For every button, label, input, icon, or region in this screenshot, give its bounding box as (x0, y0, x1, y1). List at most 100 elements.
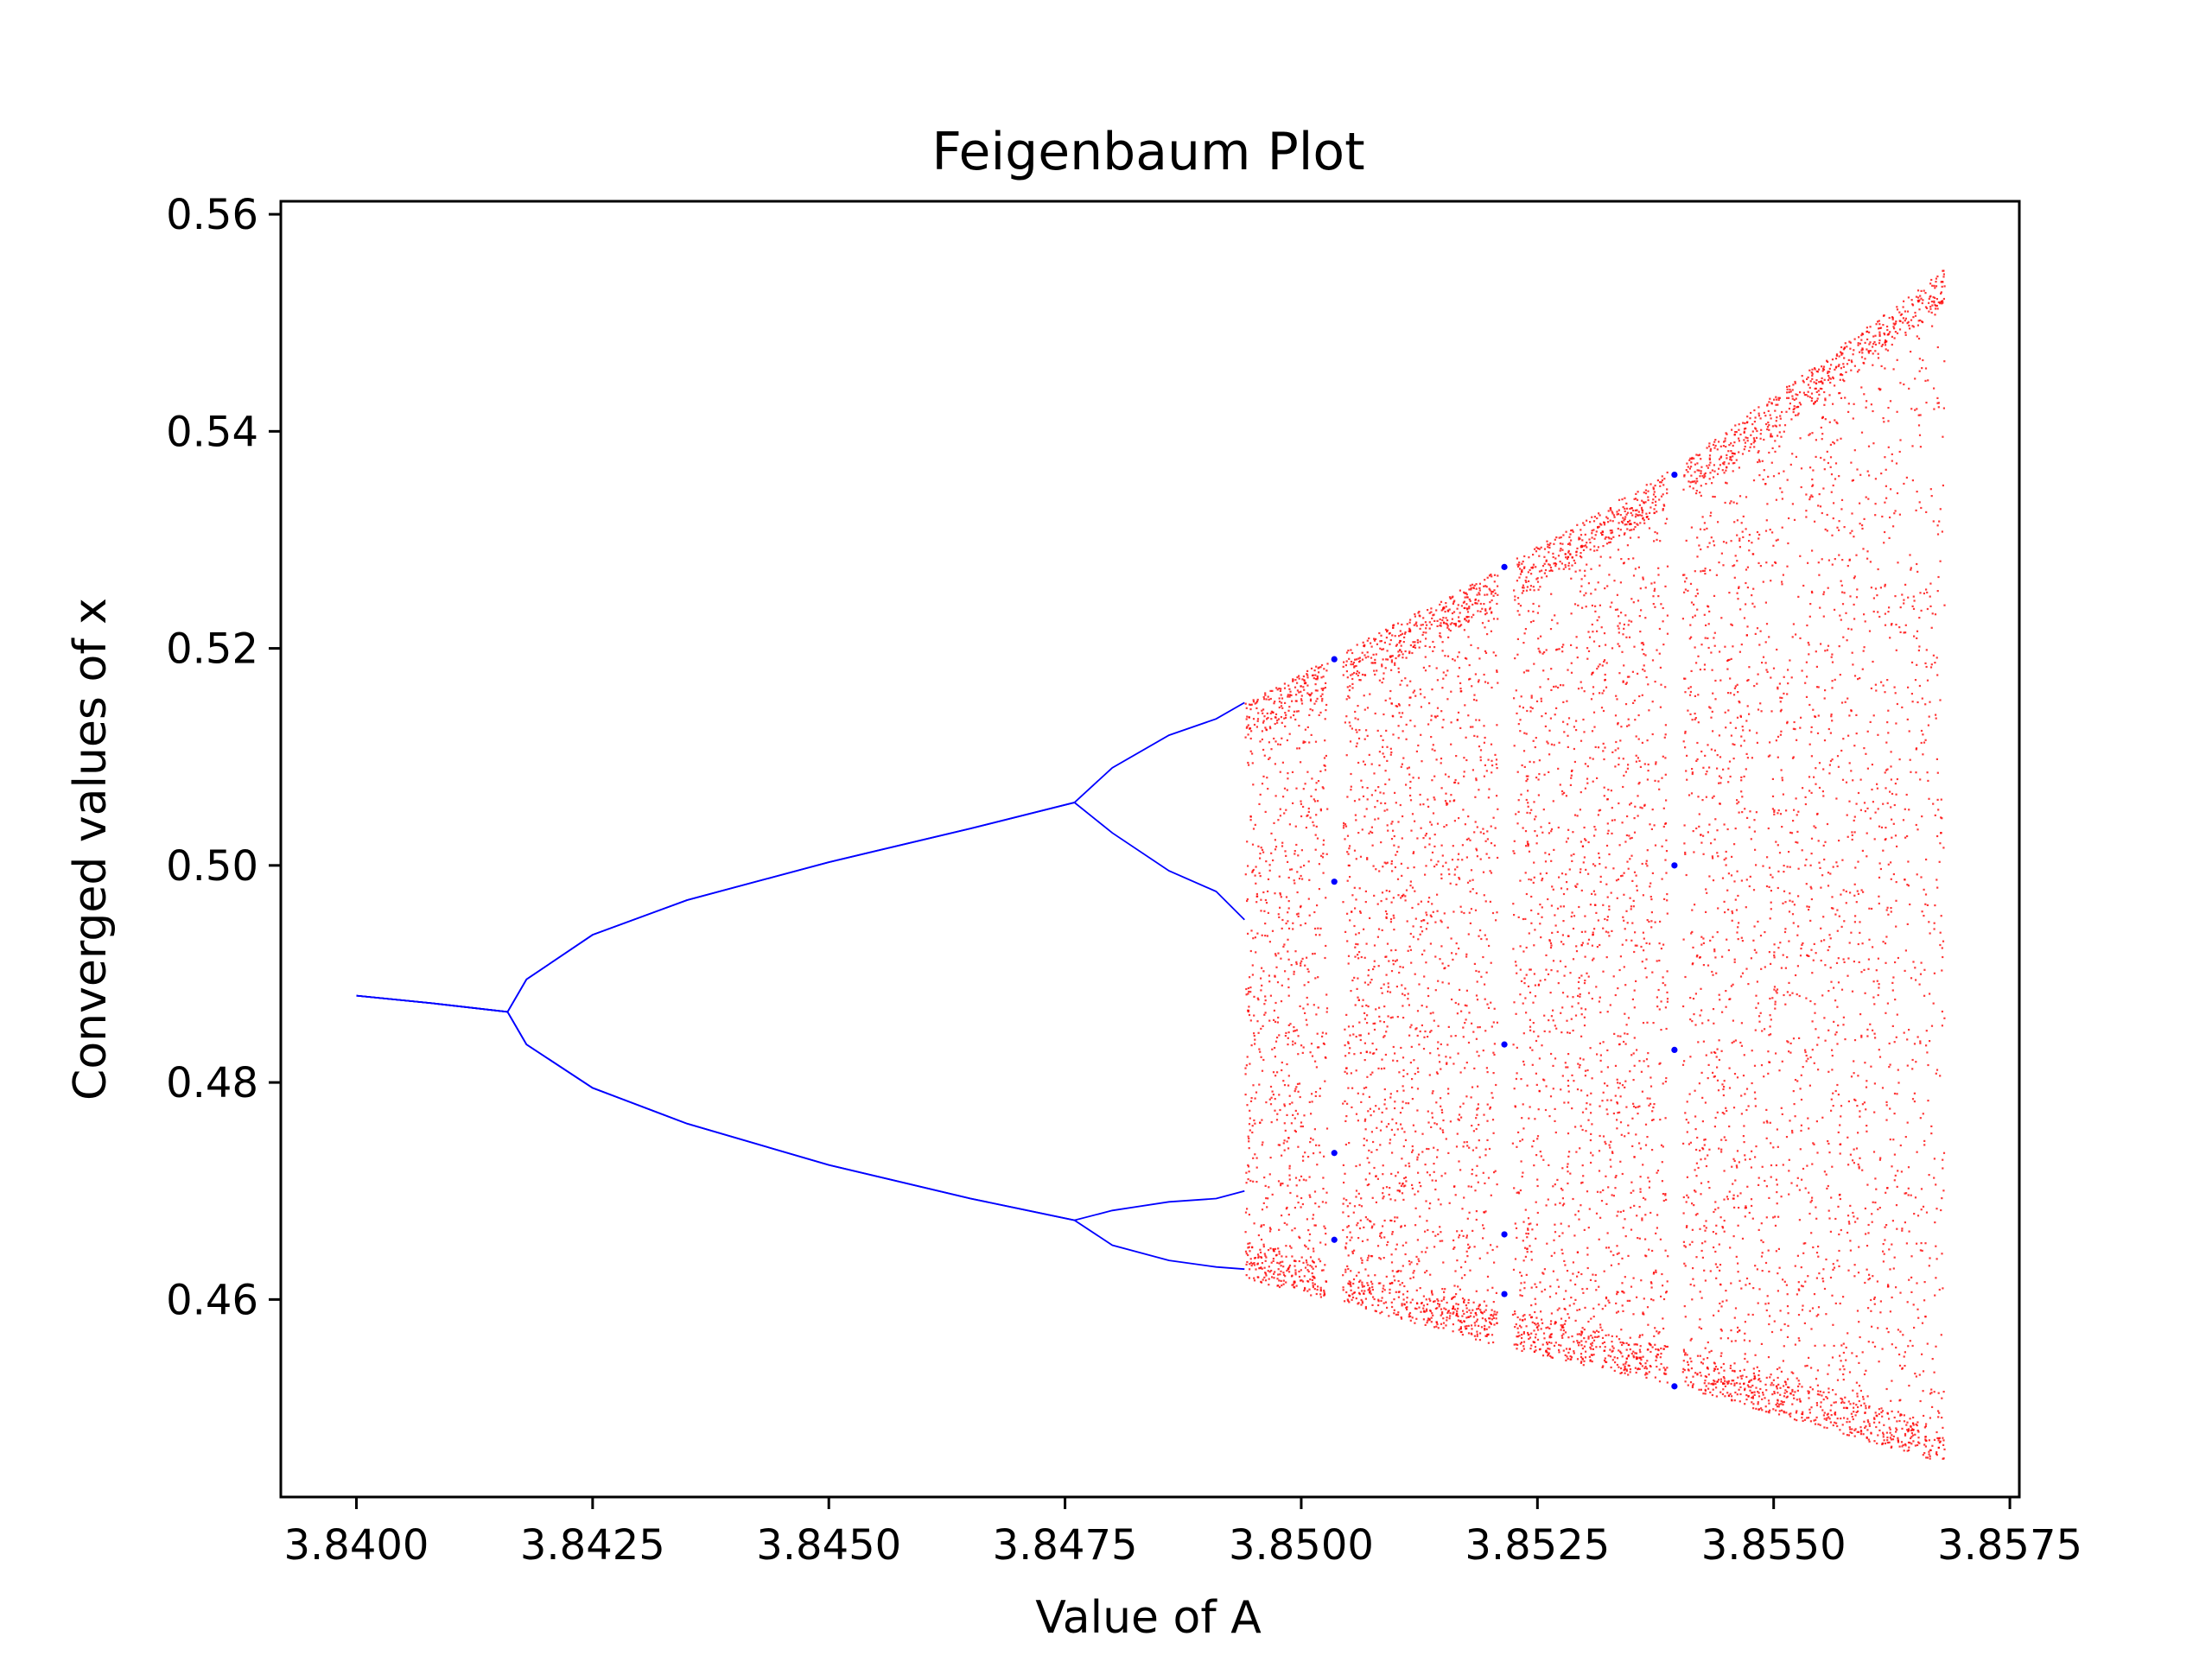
chaotic-point (1346, 851, 1349, 853)
chaotic-point (1733, 880, 1736, 883)
chaotic-point (1458, 1329, 1460, 1331)
chaotic-point (1894, 1174, 1897, 1177)
chaotic-point (1597, 919, 1599, 922)
chaotic-point (1279, 815, 1281, 817)
chaotic-point (1738, 451, 1740, 454)
chaotic-point (1932, 296, 1935, 299)
chaotic-point (1779, 701, 1782, 703)
chaotic-point (1748, 549, 1751, 552)
chaotic-point (1470, 908, 1472, 910)
chaotic-point (1808, 1417, 1810, 1419)
chaotic-point (1745, 1277, 1749, 1280)
chaotic-point (1273, 702, 1275, 705)
chaotic-point (1390, 669, 1393, 671)
chaotic-point (1389, 1142, 1391, 1145)
chaotic-point (1478, 1324, 1480, 1327)
chaotic-point (1834, 1401, 1837, 1404)
chaotic-point (1898, 311, 1901, 314)
chaotic-point (1754, 1377, 1757, 1380)
chaotic-point (1323, 1289, 1325, 1292)
chaotic-point (1652, 1022, 1655, 1024)
chaotic-point (1820, 959, 1822, 962)
chaotic-point (1772, 1379, 1775, 1381)
chaotic-point (1261, 738, 1263, 741)
chaotic-point (1471, 1086, 1474, 1088)
chaotic-point (1605, 662, 1608, 664)
chaotic-point (1848, 762, 1851, 764)
chaotic-point (1309, 708, 1312, 711)
chaotic-point (1539, 1151, 1541, 1153)
chaotic-point (1700, 841, 1703, 844)
chaotic-point (1255, 866, 1257, 868)
chaotic-point (1878, 339, 1881, 342)
chaotic-point (1793, 904, 1796, 906)
chaotic-point (1400, 1317, 1403, 1320)
chaotic-point (1251, 974, 1254, 976)
chaotic-point (1627, 718, 1630, 720)
chaotic-point (1575, 885, 1578, 888)
chaotic-point (1780, 1196, 1783, 1198)
chaotic-point (1714, 439, 1717, 441)
chaotic-point (1694, 614, 1696, 617)
chaotic-point (1587, 1320, 1590, 1323)
chaotic-point (1719, 782, 1722, 784)
chaotic-point (1775, 398, 1778, 401)
chaotic-point (1860, 349, 1863, 352)
chaotic-point (1269, 697, 1272, 701)
chaotic-point (1700, 548, 1702, 551)
chaotic-point (1713, 1369, 1715, 1373)
chaotic-point (1265, 1101, 1268, 1104)
chaotic-point (1386, 631, 1389, 633)
chaotic-point (1767, 409, 1770, 412)
chaotic-point (1716, 1367, 1719, 1371)
chaotic-point (1484, 1329, 1486, 1331)
chaotic-point (1539, 1281, 1541, 1284)
chaotic-point (1924, 292, 1927, 295)
chaotic-point (1384, 628, 1388, 631)
chaotic-point (1280, 896, 1282, 898)
chaotic-point (1863, 646, 1866, 649)
chaotic-point (1544, 979, 1547, 981)
chaotic-point (1845, 902, 1847, 904)
chaotic-point (1607, 536, 1610, 539)
chaotic-point (1861, 352, 1864, 354)
chaotic-point (1827, 1142, 1830, 1145)
chaotic-point (1343, 661, 1345, 663)
chaotic-point (1373, 772, 1376, 775)
chaotic-point (1724, 440, 1726, 442)
chaotic-point (1367, 983, 1370, 986)
chaotic-point (1656, 996, 1658, 999)
chaotic-point (1257, 712, 1260, 714)
chaotic-point (1793, 405, 1796, 408)
chaotic-point (1470, 587, 1472, 589)
chaotic-point (1531, 1145, 1534, 1148)
chaotic-point (1314, 683, 1317, 686)
chaotic-point (1875, 689, 1878, 692)
chaotic-point (1579, 871, 1581, 873)
chaotic-point (1660, 1029, 1662, 1031)
chaotic-point (1353, 1291, 1356, 1294)
chaotic-point (1853, 831, 1856, 834)
chaotic-point (1710, 511, 1713, 514)
chaotic-point (1810, 392, 1814, 395)
chaotic-point (1493, 1043, 1496, 1045)
chaotic-point (1421, 930, 1424, 933)
chaotic-point (1897, 1440, 1899, 1443)
chaotic-point (1517, 916, 1520, 918)
chaotic-point (1599, 531, 1603, 535)
chaotic-point (1925, 649, 1928, 651)
chaotic-point (1475, 892, 1478, 895)
chaotic-point (1267, 878, 1270, 880)
chaotic-point (1512, 1044, 1515, 1046)
chaotic-point (1541, 906, 1543, 909)
chaotic-point (1471, 1168, 1474, 1171)
chaotic-point (1537, 1324, 1540, 1327)
chaotic-point (1847, 358, 1850, 361)
chaotic-point (1691, 719, 1694, 721)
chaotic-point (1641, 1090, 1643, 1093)
chaotic-point (1625, 939, 1628, 942)
chaotic-point (1922, 733, 1924, 736)
chaotic-point (1302, 741, 1305, 745)
chaotic-point (1485, 770, 1488, 772)
chaotic-point (1416, 1109, 1419, 1112)
